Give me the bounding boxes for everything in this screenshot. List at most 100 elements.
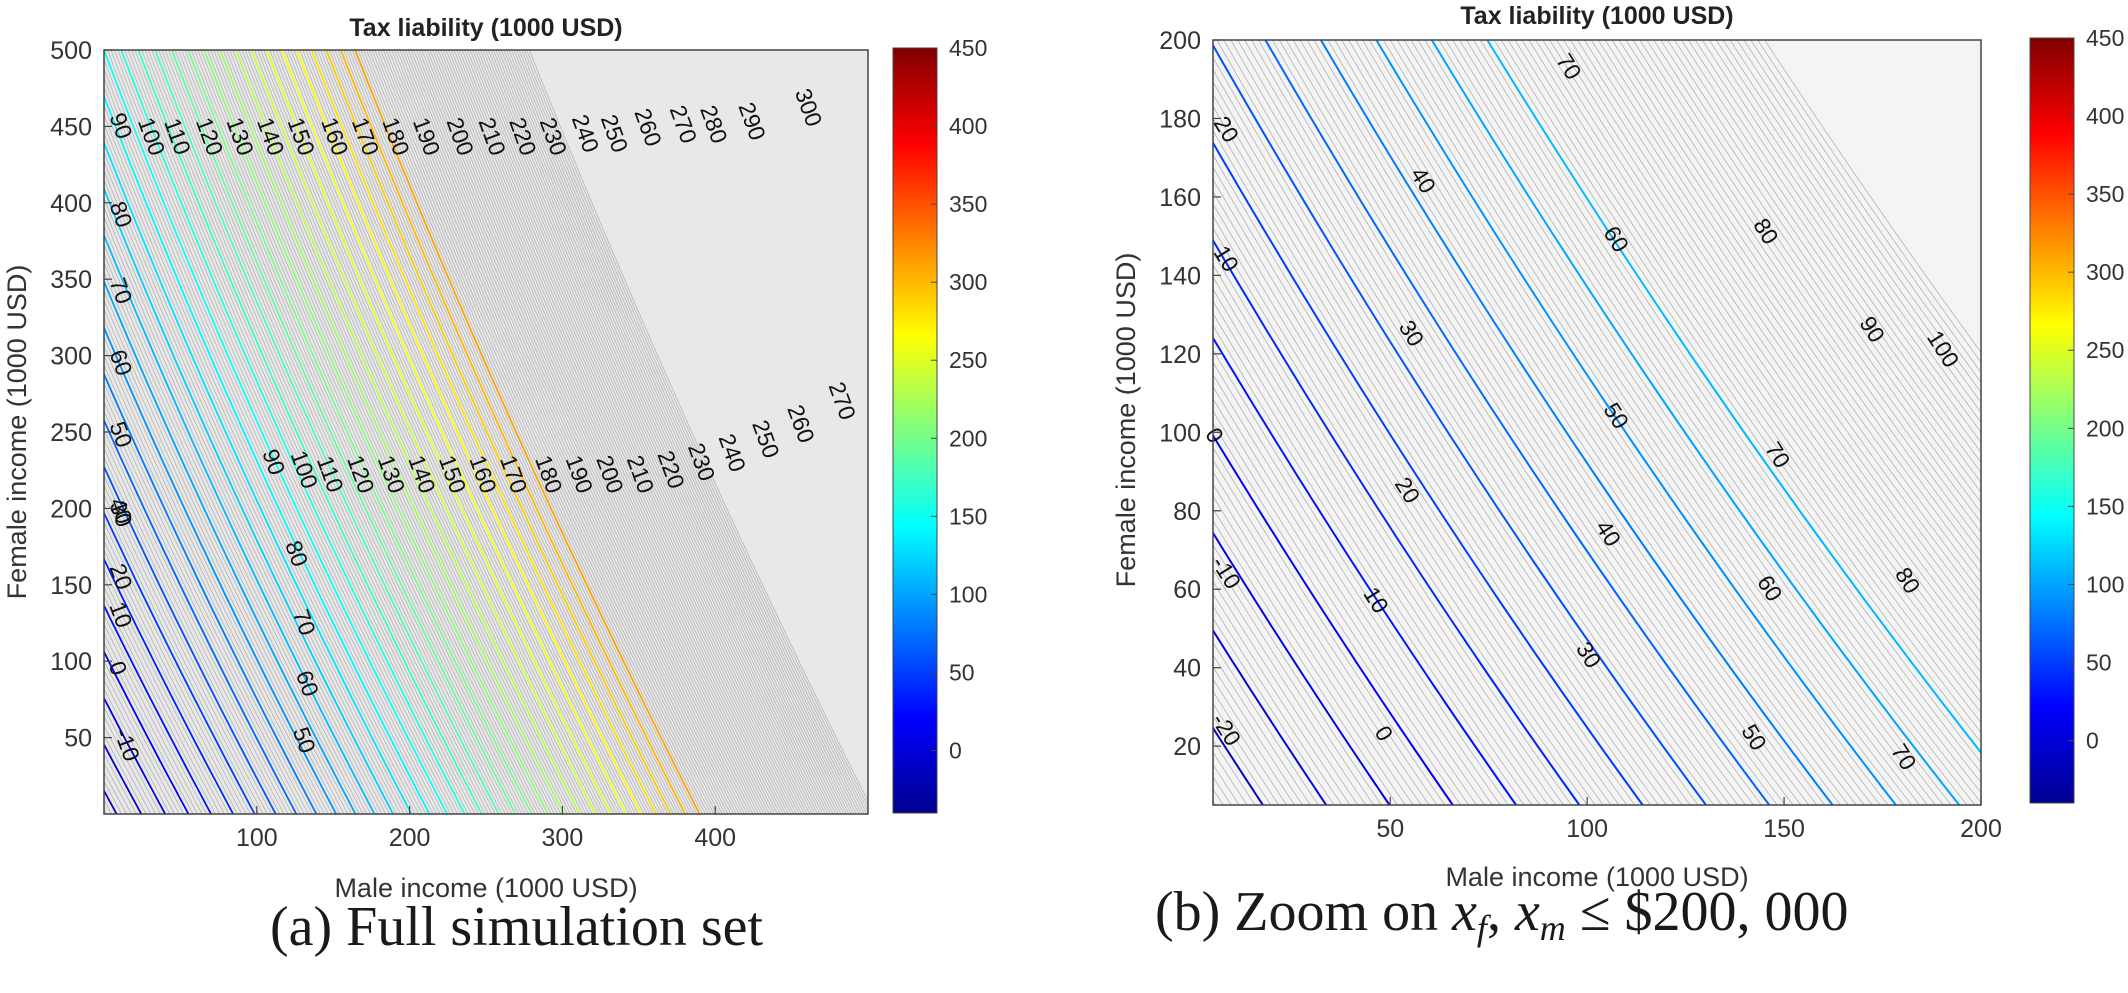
contour-line xyxy=(1213,593,1351,805)
contour-line xyxy=(1213,459,1438,805)
contour-line xyxy=(1213,373,1493,805)
contour-line xyxy=(104,132,416,814)
contour-line xyxy=(388,50,734,814)
colorbar-ticks-a: 0 50 100 150 200 250 300 350 400 450 xyxy=(931,35,987,764)
contour-line xyxy=(1410,40,1936,805)
contour-line xyxy=(1549,40,1981,664)
contour-line xyxy=(1244,40,1746,805)
x-tick-label: 100 xyxy=(1566,815,1608,843)
y-tick-label: 250 xyxy=(50,419,92,447)
contour-line xyxy=(1632,40,1981,544)
contour-line xyxy=(1389,40,1913,805)
contour-line xyxy=(1459,40,1981,794)
contour-line xyxy=(104,104,427,814)
contour-line xyxy=(241,50,587,814)
contour-line xyxy=(104,122,420,814)
contour-line xyxy=(1507,40,1981,724)
contour-line xyxy=(104,113,423,814)
contour-line xyxy=(104,317,341,814)
contour-line xyxy=(104,58,444,814)
contour-line xyxy=(437,50,784,814)
contour-line xyxy=(1348,40,1865,805)
contour-line xyxy=(396,50,743,814)
contour-line xyxy=(290,50,636,814)
contour-line xyxy=(260,50,605,814)
contour-line xyxy=(337,50,683,814)
x-tick-label: 400 xyxy=(694,824,736,852)
contour-line xyxy=(485,50,831,814)
contour-line xyxy=(1715,40,1981,424)
contour-line xyxy=(1563,40,1981,644)
contour-line xyxy=(302,50,648,814)
contour-line xyxy=(104,308,345,814)
contour-line xyxy=(1493,40,1981,744)
contour-line xyxy=(1278,40,1786,805)
y-tick-label: 80 xyxy=(1173,498,1201,526)
contour-line xyxy=(104,530,247,814)
x-tick-label: 200 xyxy=(1960,815,2002,843)
contour-line xyxy=(1213,227,1588,805)
contour-line xyxy=(467,50,813,814)
contour-line xyxy=(413,50,759,814)
contour-line xyxy=(323,50,669,814)
contour-line xyxy=(357,50,703,814)
contour-line xyxy=(503,50,850,814)
contour-line xyxy=(346,50,692,814)
contour-line xyxy=(487,50,834,814)
contour-line xyxy=(278,50,624,814)
contour-line xyxy=(1213,471,1430,805)
contour-line xyxy=(349,50,695,814)
contour-line xyxy=(1213,154,1636,805)
y-tick-label: 160 xyxy=(1159,184,1201,212)
contour-line xyxy=(410,50,756,814)
contour-line xyxy=(1213,641,1319,805)
contour-line xyxy=(1213,483,1422,805)
contour-line xyxy=(104,363,321,814)
contour-line xyxy=(1681,40,1981,473)
contour-line xyxy=(226,50,571,814)
y-tick-label: 40 xyxy=(1173,655,1201,683)
contour-line xyxy=(104,93,431,814)
colorbar-tick-label: 0 xyxy=(2086,728,2099,754)
contour-line xyxy=(445,50,792,814)
contour-line xyxy=(148,50,493,814)
contour-line xyxy=(518,50,865,814)
colorbar-b xyxy=(2029,37,2075,804)
colorbar-tick-label: 400 xyxy=(2086,103,2124,129)
contour-line xyxy=(170,50,517,814)
contour-line xyxy=(426,50,773,814)
contour-line xyxy=(207,50,552,814)
contour-line xyxy=(474,50,821,814)
contour-line xyxy=(104,521,251,814)
contour-line xyxy=(1213,81,1683,805)
contour-line xyxy=(269,50,615,814)
contour-line xyxy=(1500,40,1981,734)
contour-line xyxy=(104,649,190,814)
contour-line xyxy=(1213,336,1517,805)
contour-line xyxy=(104,614,207,814)
contour-line xyxy=(104,215,383,814)
contour-line xyxy=(380,50,726,814)
contour-line xyxy=(104,371,318,814)
contour-line xyxy=(1213,556,1375,805)
contour-line xyxy=(174,50,519,814)
contour-line xyxy=(1722,40,1981,413)
contour-line xyxy=(104,206,387,814)
contour-line xyxy=(416,50,762,814)
contour-line xyxy=(508,50,855,814)
contour-line xyxy=(1213,190,1612,805)
contour-line xyxy=(1396,40,1920,805)
contour-line xyxy=(1597,40,1981,594)
contour-line xyxy=(1213,288,1549,805)
contour-line xyxy=(134,50,479,814)
contour-line xyxy=(203,50,549,814)
contour-line xyxy=(1590,40,1981,604)
contour-line xyxy=(363,50,709,814)
contour-line xyxy=(210,50,555,814)
contour-line xyxy=(1213,324,1525,805)
contour-line xyxy=(1535,40,1981,684)
contour-line xyxy=(493,50,839,814)
contour-line xyxy=(1285,40,1794,805)
contour-line xyxy=(1708,40,1981,434)
